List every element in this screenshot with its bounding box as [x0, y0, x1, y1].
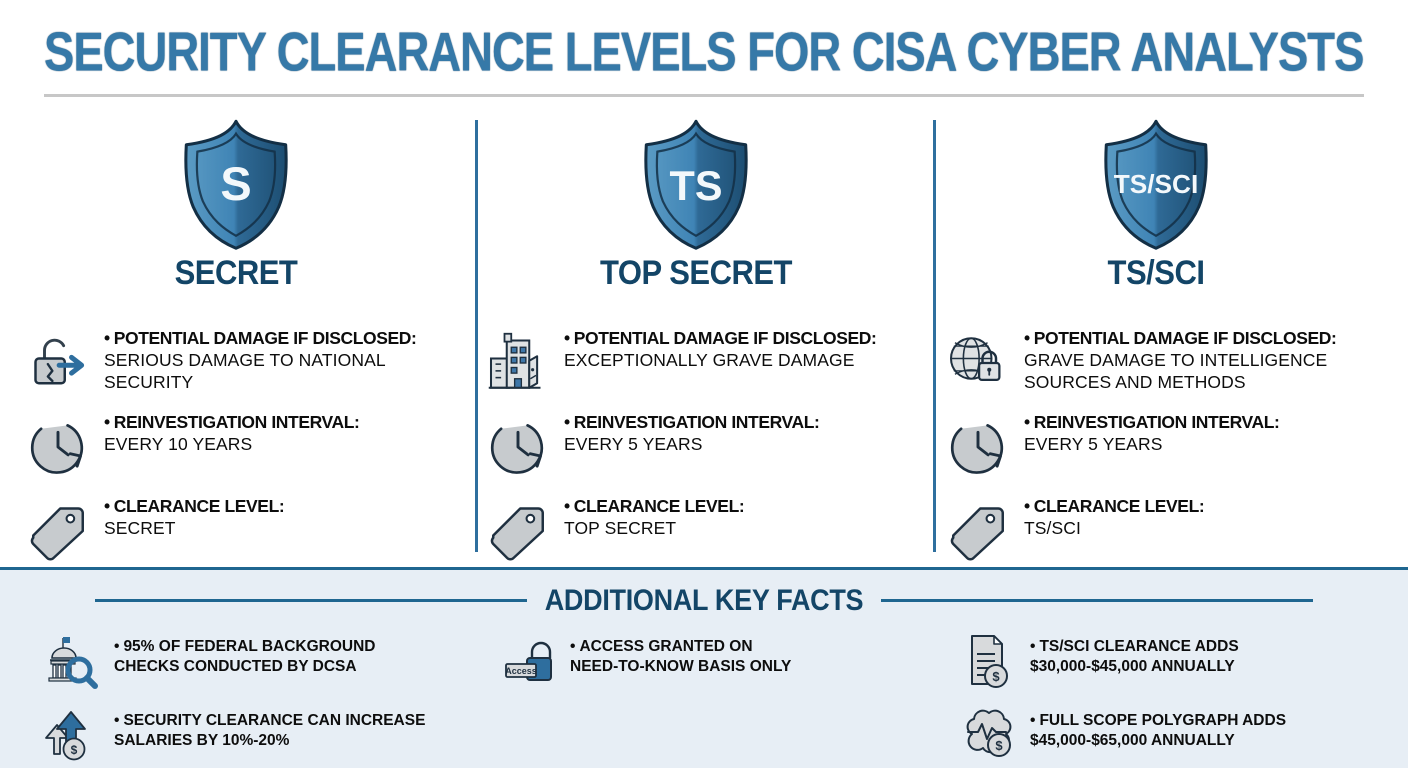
- svg-text:S: S: [220, 158, 251, 210]
- svg-text:TS/SCI: TS/SCI: [1114, 169, 1199, 199]
- svg-text:Access: Access: [505, 666, 537, 676]
- svg-text:TS: TS: [670, 163, 723, 209]
- svg-text:$: $: [995, 738, 1003, 753]
- svg-text:$: $: [71, 743, 78, 757]
- svg-text:$: $: [992, 669, 1000, 684]
